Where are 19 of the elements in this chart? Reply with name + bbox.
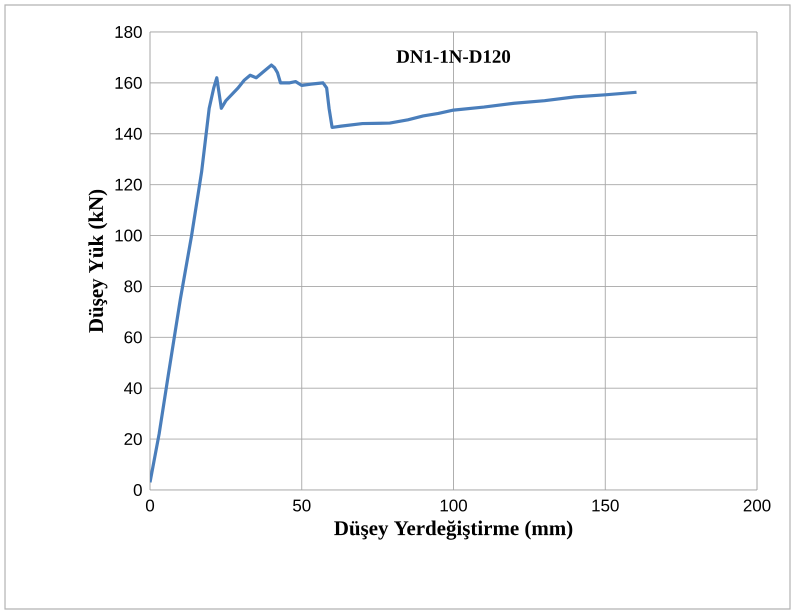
y-tick-label: 140 <box>116 128 142 140</box>
line-series <box>150 63 638 484</box>
y-tick-label: 100 <box>116 230 142 242</box>
text: DN1-1N-D120 <box>396 50 510 63</box>
y-tick-label: 60 <box>124 331 142 344</box>
x-tick-label: 0 <box>146 500 154 512</box>
x-tick-label: 50 <box>293 500 311 512</box>
y-axis-title: Düşey Yük (kN) <box>88 190 108 333</box>
x-tick-label: 200 <box>744 500 770 512</box>
x-axis-title: Düşey Yerdeğiştirme (mm) <box>334 520 572 540</box>
y-tick-label: 0 <box>134 484 142 496</box>
x-tick-label: 150 <box>592 500 619 512</box>
y-tick-label: 20 <box>124 433 142 446</box>
y-tick-label: 180 <box>116 26 142 38</box>
x-tick-label: 100 <box>440 500 467 512</box>
y-tick-label: 160 <box>116 76 142 89</box>
y-tick-label: 40 <box>124 382 142 394</box>
y-tick-label: 80 <box>124 280 142 292</box>
y-tick-label: 120 <box>116 178 142 191</box>
